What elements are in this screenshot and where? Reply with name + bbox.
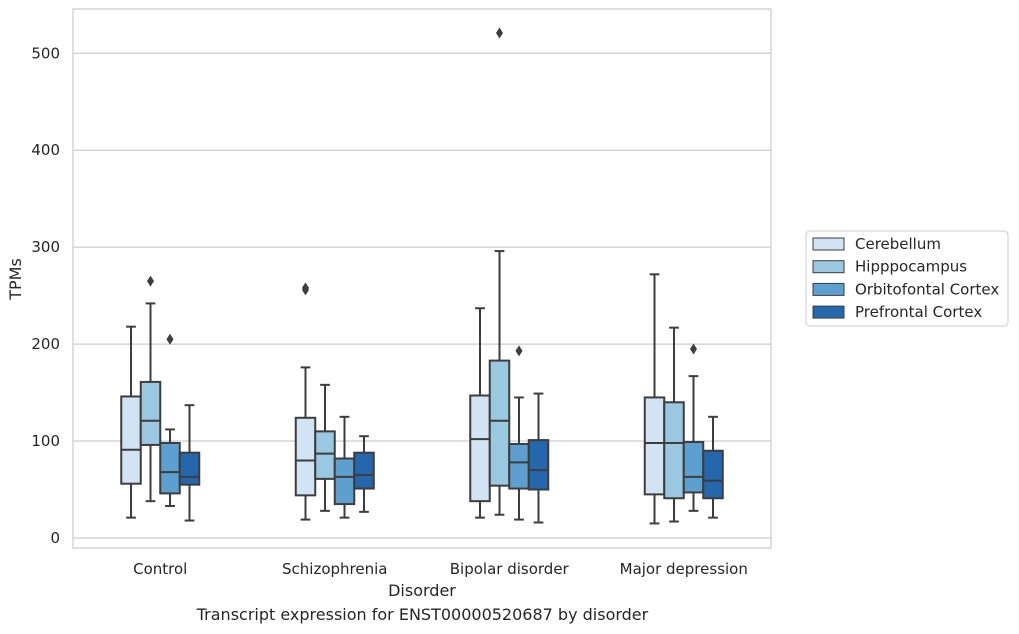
box-series [120,27,724,525]
legend-entry-label: Hipppocampus [855,258,967,276]
y-tick-label: 400 [31,141,60,159]
box-iqr [139,380,162,446]
y-tick-label: 500 [31,44,60,62]
legend-swatch [812,305,845,319]
y-tick-label: 300 [31,238,60,256]
outlier-point [147,275,154,287]
box [488,27,511,516]
legend-frame [805,230,1009,327]
legend-swatch [812,237,845,251]
legend-swatch [812,282,845,296]
box-iqr [469,394,491,503]
box-iqr [643,396,666,496]
outlier-point [302,282,309,294]
legend-entry-label: Cerebellum [855,235,941,253]
x-tick-labels: Control Schizophrenia Bipolar disorder Majo… [133,560,748,578]
box [314,383,336,512]
x-tick-label: Major depression [620,560,748,578]
series-hipppocampus [139,27,685,523]
box-iqr [353,451,375,490]
box-iqr [333,457,356,506]
legend-swatch [812,260,845,274]
box [139,275,162,503]
x-tick-label: Bipolar disorder [450,560,570,578]
box-iqr [682,441,705,494]
y-axis-label: TPMs [6,258,25,301]
box [508,345,530,521]
x-tick-label: Schizophrenia [282,560,387,578]
x-tick-label: Control [133,560,187,578]
y-tick-label: 100 [31,432,60,450]
figure-caption: Transcript expression for ENST0000052068… [196,605,649,624]
box-iqr [663,401,685,500]
series-prefrontal-cortex [178,392,724,524]
y-tick-label: 0 [50,529,60,547]
box [469,307,491,519]
box-iqr [488,359,511,487]
outlier-point [166,333,174,345]
legend-entry-label: Orbitofontal Cortex [855,280,999,298]
box [702,415,724,519]
box-iqr [178,451,201,486]
box-iqr [294,416,317,497]
box-iqr [702,449,724,500]
box [643,273,666,525]
box [178,404,201,522]
box [527,392,550,524]
series-orbitofontal-cortex [159,333,705,521]
x-axis-label: Disorder [388,581,456,600]
y-tick-labels: 0 100 200 300 400 500 [31,44,60,547]
box-iqr [159,441,181,495]
outlier-point [690,343,697,355]
box-iqr [314,430,336,480]
box-iqr [508,442,530,490]
box-iqr [120,395,142,485]
outlier-point [515,345,523,357]
box-iqr [527,439,550,491]
box [682,343,705,512]
box [333,415,356,519]
box [159,333,181,508]
y-tick-label: 200 [31,335,60,353]
legend: Cerebellum Hipppocampus Orbitofontal Corte… [805,230,1009,327]
box [353,435,375,513]
outlier-point [496,27,503,39]
legend-entry-label: Prefrontal Cortex [855,303,982,321]
